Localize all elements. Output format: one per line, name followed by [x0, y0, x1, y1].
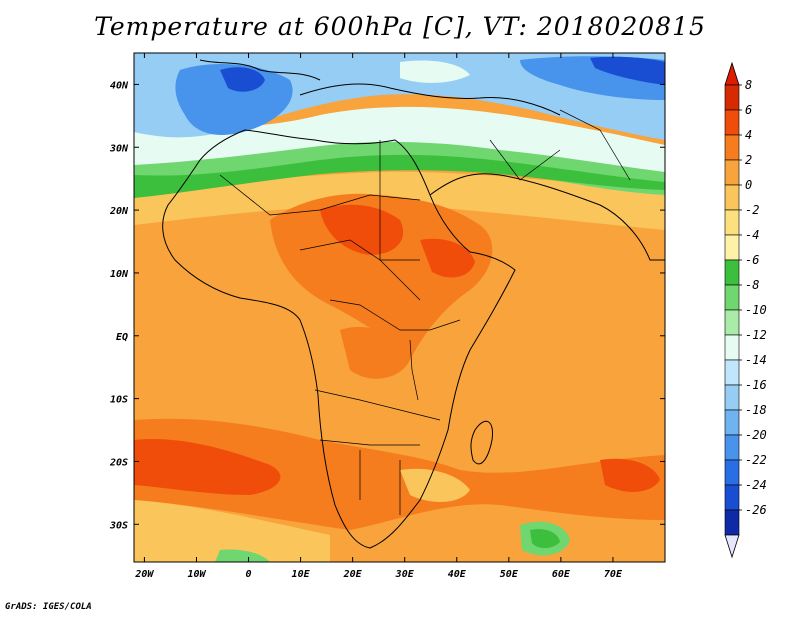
map-frame: [133, 52, 666, 563]
madagascar-coastline: [470, 420, 494, 465]
lon-tick-label: 10E: [292, 569, 311, 580]
colorbar-swatch: [724, 109, 740, 136]
lon-tick-label: 0: [246, 569, 252, 580]
field-cool-southafrica: [400, 468, 470, 502]
border-central: [299, 239, 421, 301]
colorbar-swatch: [724, 334, 740, 361]
colorbar-swatch: [724, 409, 740, 436]
colorbar-swatch: [724, 134, 740, 161]
colorbar-label: -22: [745, 453, 767, 467]
field-hot-atlantic: [134, 439, 281, 495]
colorbar-label: -12: [745, 328, 767, 342]
colorbar-swatch: [724, 234, 740, 261]
colorbar-label: -10: [745, 303, 767, 317]
colorbar-label: 0: [745, 178, 752, 192]
lon-tick-label: 40E: [448, 569, 467, 580]
europe-coastline: [199, 59, 321, 81]
colorbar-label: -8: [745, 278, 759, 292]
lat-tick-label: 40N: [110, 80, 129, 91]
temperature-field: [134, 53, 665, 562]
lon-tick-label: 50E: [500, 569, 519, 580]
chart-title: Temperature at 600hPa [C], VT: 201802081…: [94, 12, 706, 41]
lat-tick-label: 10S: [110, 395, 128, 406]
field-warm-interior: [270, 193, 493, 360]
lat-tick-label: EQ: [116, 332, 128, 343]
lat-tick-label: 20S: [109, 457, 128, 468]
country-borders: [219, 109, 631, 515]
colorbar-label: -20: [745, 428, 767, 442]
colorbar-swatch: [724, 484, 740, 511]
field-green-sw: [215, 549, 270, 562]
colorbar: 8 6 4 2 0 -2 -4 -6 -8 -10 -12 -14 -16 -18 -20 -22 -24 -26: [724, 61, 767, 559]
mediterranean-coastline: [299, 83, 561, 116]
colorbar-swatch: [724, 309, 740, 336]
colorbar-label: -26: [745, 503, 767, 517]
field-hot-sahel: [320, 204, 404, 255]
field-hot-ethiopia: [420, 238, 475, 278]
colorbar-swatch: [724, 159, 740, 186]
colorbar-label: -14: [745, 353, 767, 367]
field-warm-congo: [340, 326, 410, 379]
africa-coastline: [162, 129, 516, 549]
colorbar-label: -18: [745, 403, 767, 417]
colorbar-label: 6: [745, 103, 752, 117]
border-mideast: [489, 109, 631, 181]
field-cold-core-east-inner: [590, 56, 665, 85]
colorbar-swatch: [724, 184, 740, 211]
field-green-se-inner: [530, 529, 560, 549]
colorbar-swatch: [724, 259, 740, 286]
colorbar-top-arrow: [724, 61, 740, 86]
colorbar-swatch: [724, 434, 740, 461]
lat-tick-label: 30S: [109, 520, 128, 531]
latitude-axis: 40N 30N 20N 10N EQ 10S 20S 30S: [109, 80, 665, 531]
border-southafrica: [359, 450, 401, 515]
arabia-india-coastline: [429, 173, 665, 261]
field-band-darkgreen: [134, 154, 665, 198]
colorbar-label: -24: [745, 478, 767, 492]
grads-credit: GrADS: IGES/COLA: [5, 602, 92, 612]
colorbar-swatch: [724, 209, 740, 236]
colorbar-label: -4: [745, 228, 759, 242]
lon-tick-label: 30E: [395, 569, 415, 580]
colorbar-swatch: [724, 359, 740, 386]
longitude-axis: 20W 10W 0 10E 20E 30E 40E 50E 60E 70E: [134, 53, 623, 580]
border-equatorial: [329, 299, 461, 331]
colorbar-label: 2: [745, 153, 752, 167]
colorbar-swatch: [724, 459, 740, 486]
lon-tick-label: 60E: [552, 569, 571, 580]
border-southern: [319, 439, 420, 446]
border-rift: [409, 339, 419, 401]
colorbar-label: 8: [745, 78, 752, 92]
colorbar-label: -6: [745, 253, 759, 267]
colorbar-swatch: [724, 509, 740, 536]
colorbar-label: -16: [745, 378, 767, 392]
field-cold-core-west-inner: [220, 67, 265, 92]
field-cool-sw: [134, 500, 330, 562]
lon-tick-label: 20W: [134, 569, 154, 580]
lat-tick-label: 30N: [109, 143, 129, 154]
colorbar-swatch: [724, 84, 740, 111]
lon-tick-label: 10W: [187, 569, 206, 580]
field-warm-south: [134, 418, 665, 530]
colorbar-swatch: [724, 384, 740, 411]
colorbar-label: -2: [745, 203, 759, 217]
lon-tick-label: 70E: [604, 569, 623, 580]
field-pale-med: [400, 60, 470, 83]
colorbar-bottom-arrow: [724, 534, 740, 559]
colorbar-swatch: [724, 284, 740, 311]
field-hot-indian: [600, 458, 660, 492]
field-band-pale: [134, 106, 665, 172]
lon-tick-label: 20E: [343, 569, 363, 580]
coastlines: [162, 59, 665, 549]
colorbar-label: 4: [745, 128, 752, 142]
lat-tick-label: 20N: [109, 206, 129, 217]
border-sahara: [219, 174, 421, 216]
border-southcentral: [314, 389, 441, 421]
lat-tick-label: 10N: [110, 269, 129, 280]
